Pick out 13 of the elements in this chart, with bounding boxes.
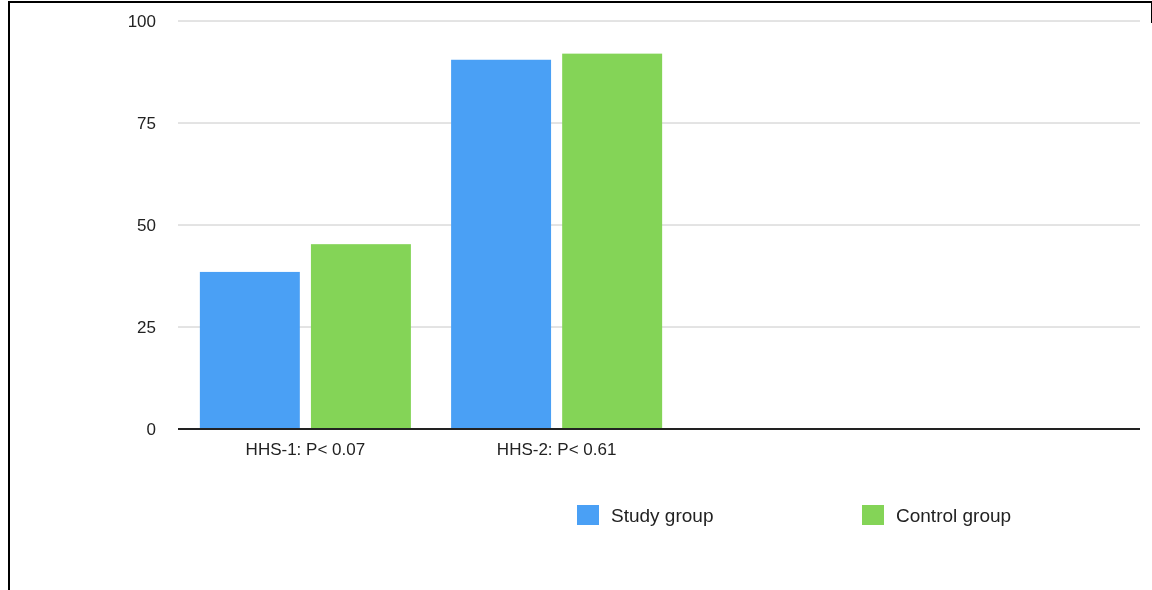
y-tick-label: 75 bbox=[137, 113, 156, 133]
legend-label: Study group bbox=[611, 505, 714, 526]
y-tick-label: 50 bbox=[137, 215, 156, 235]
x-tick-label: HHS-1: P< 0.07 bbox=[245, 440, 366, 460]
legend-label: Control group bbox=[896, 505, 1012, 526]
x-tick-label: HHS-2: P< 0.61 bbox=[496, 440, 617, 460]
y-tick-label: 100 bbox=[127, 11, 156, 31]
y-tick-label: 25 bbox=[137, 317, 156, 337]
y-tick-label: 0 bbox=[146, 419, 156, 439]
bar bbox=[562, 53, 663, 429]
bar bbox=[451, 59, 552, 429]
bar bbox=[310, 244, 411, 429]
bar bbox=[199, 271, 300, 429]
